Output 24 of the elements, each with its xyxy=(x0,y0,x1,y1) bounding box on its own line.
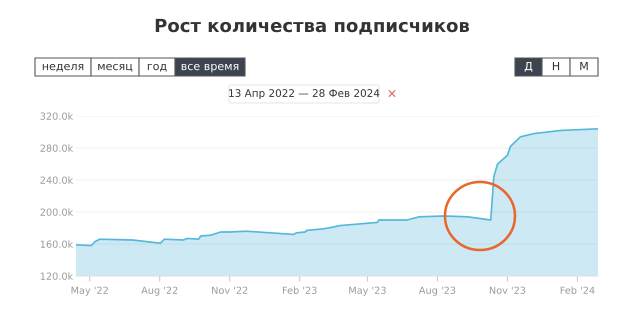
x-tick-label: Nov '23 xyxy=(490,286,526,294)
y-tick-label: 320.0k xyxy=(40,112,74,120)
x-tick-label: May '23 xyxy=(349,286,386,296)
text: М xyxy=(580,62,588,70)
x-tick-label: Aug '23 xyxy=(418,286,456,296)
x-tick-label: Feb '24 xyxy=(560,286,595,294)
text: все время xyxy=(182,64,238,72)
x-tick-label: Nov '22 xyxy=(212,286,248,294)
text: Д xyxy=(524,62,532,72)
chart-title: Рост количества подписчиков xyxy=(156,18,470,34)
text: неделя xyxy=(42,64,84,72)
y-tick-label: 240.0k xyxy=(40,176,74,184)
text: × xyxy=(388,90,396,98)
y-tick-label: 160.0k xyxy=(40,240,74,248)
text: месяц xyxy=(98,64,132,72)
text: Н xyxy=(552,62,560,70)
y-tick-label: 120.0k xyxy=(40,272,74,280)
x-tick-label: May '22 xyxy=(72,286,108,296)
x-tick-label: Feb '23 xyxy=(282,286,317,294)
y-tick-label: 200.0k xyxy=(40,208,74,216)
x-tick-label: Aug '22 xyxy=(141,286,178,296)
text: 13 Апр 2022 — 28 Фев 2024 xyxy=(229,89,380,100)
text: год xyxy=(148,64,167,72)
y-tick-label: 280.0k xyxy=(40,144,74,152)
